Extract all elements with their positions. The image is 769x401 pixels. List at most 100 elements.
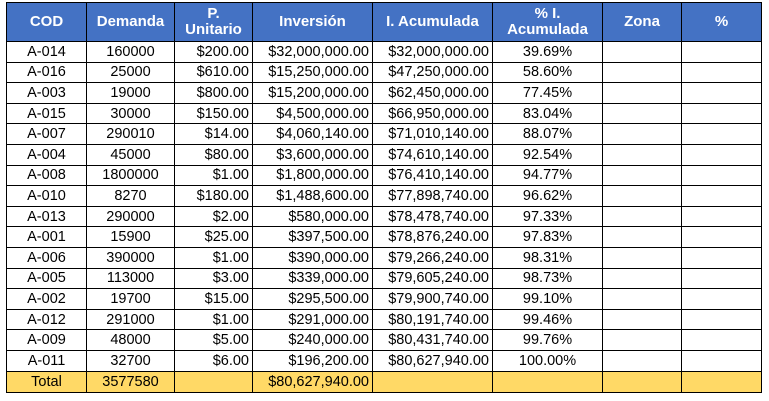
cell-p-unitario[interactable]: $80.00 <box>174 143 253 166</box>
cell-i-acumulada[interactable]: $74,610,140.00 <box>372 143 493 166</box>
cell-pct-i-acumulada[interactable]: 99.76% <box>492 329 603 351</box>
cell-pct-i-acumulada[interactable]: 92.54% <box>492 143 603 166</box>
cell-pct-i-acumulada[interactable]: 77.45% <box>492 82 603 104</box>
total-inversion[interactable]: $80,627,940.00 <box>252 370 373 393</box>
cell-i-acumulada[interactable]: $79,900,740.00 <box>372 288 493 310</box>
cell-pct-i-acumulada[interactable]: 98.73% <box>492 267 603 290</box>
cell-p-unitario[interactable]: $610.00 <box>174 61 253 84</box>
cell-zona[interactable] <box>602 185 682 207</box>
cell-cod[interactable]: A-002 <box>6 288 87 310</box>
cell-inversion[interactable]: $1,800,000.00 <box>252 164 373 187</box>
cell-cod[interactable]: A-008 <box>6 164 87 187</box>
cell-cod[interactable]: A-016 <box>6 61 87 84</box>
cell-i-acumulada[interactable]: $79,266,240.00 <box>372 246 493 269</box>
header-i-acumulada[interactable]: I. Acumulada <box>372 2 493 42</box>
cell-i-acumulada[interactable]: $62,450,000.00 <box>372 82 493 104</box>
cell-i-acumulada[interactable]: $32,000,000.00 <box>372 41 493 63</box>
cell-demanda[interactable]: 113000 <box>86 267 175 290</box>
cell-demanda[interactable]: 19700 <box>86 288 175 310</box>
cell-zona[interactable] <box>602 205 682 228</box>
header-zona[interactable]: Zona <box>602 2 682 42</box>
cell-pct[interactable] <box>681 123 762 145</box>
cell-pct-i-acumulada[interactable]: 100.00% <box>492 349 603 372</box>
cell-p-unitario[interactable]: $6.00 <box>174 349 253 372</box>
cell-i-acumulada[interactable]: $80,431,740.00 <box>372 329 493 351</box>
cell-zona[interactable] <box>602 41 682 63</box>
cell-pct[interactable] <box>681 102 762 125</box>
cell-p-unitario[interactable]: $3.00 <box>174 267 253 290</box>
cell-pct[interactable] <box>681 185 762 207</box>
cell-inversion[interactable]: $390,000.00 <box>252 246 373 269</box>
cell-pct[interactable] <box>681 267 762 290</box>
cell-demanda[interactable]: 30000 <box>86 102 175 125</box>
cell-cod[interactable]: A-001 <box>6 226 87 248</box>
cell-zona[interactable] <box>602 226 682 248</box>
cell-cod[interactable]: A-003 <box>6 82 87 104</box>
cell-i-acumulada[interactable]: $71,010,140.00 <box>372 123 493 145</box>
cell-p-unitario[interactable]: $1.00 <box>174 308 253 331</box>
cell-inversion[interactable]: $291,000.00 <box>252 308 373 331</box>
cell-inversion[interactable]: $4,060,140.00 <box>252 123 373 145</box>
header-pct-i-acumulada[interactable]: % I. Acumulada <box>492 2 603 42</box>
cell-demanda[interactable]: 45000 <box>86 143 175 166</box>
cell-pct[interactable] <box>681 205 762 228</box>
cell-zona[interactable] <box>602 329 682 351</box>
cell-p-unitario[interactable]: $200.00 <box>174 41 253 63</box>
cell-zona[interactable] <box>602 246 682 269</box>
total-acumulada-cell[interactable] <box>372 370 493 393</box>
cell-pct-i-acumulada[interactable]: 99.10% <box>492 288 603 310</box>
cell-zona[interactable] <box>602 349 682 372</box>
cell-demanda[interactable]: 48000 <box>86 329 175 351</box>
cell-pct[interactable] <box>681 349 762 372</box>
cell-cod[interactable]: A-007 <box>6 123 87 145</box>
cell-cod[interactable]: A-014 <box>6 41 87 63</box>
cell-i-acumulada[interactable]: $77,898,740.00 <box>372 185 493 207</box>
cell-i-acumulada[interactable]: $47,250,000.00 <box>372 61 493 84</box>
cell-demanda[interactable]: 291000 <box>86 308 175 331</box>
cell-demanda[interactable]: 25000 <box>86 61 175 84</box>
cell-zona[interactable] <box>602 123 682 145</box>
cell-pct-i-acumulada[interactable]: 83.04% <box>492 102 603 125</box>
cell-zona[interactable] <box>602 102 682 125</box>
cell-cod[interactable]: A-013 <box>6 205 87 228</box>
cell-demanda[interactable]: 8270 <box>86 185 175 207</box>
cell-cod[interactable]: A-015 <box>6 102 87 125</box>
cell-demanda[interactable]: 1800000 <box>86 164 175 187</box>
cell-inversion[interactable]: $4,500,000.00 <box>252 102 373 125</box>
cell-demanda[interactable]: 15900 <box>86 226 175 248</box>
cell-pct-i-acumulada[interactable]: 98.31% <box>492 246 603 269</box>
cell-zona[interactable] <box>602 267 682 290</box>
header-cod[interactable]: COD <box>6 2 87 42</box>
cell-pct-i-acumulada[interactable]: 99.46% <box>492 308 603 331</box>
cell-p-unitario[interactable]: $800.00 <box>174 82 253 104</box>
cell-p-unitario[interactable]: $25.00 <box>174 226 253 248</box>
cell-p-unitario[interactable]: $15.00 <box>174 288 253 310</box>
cell-inversion[interactable]: $295,500.00 <box>252 288 373 310</box>
cell-pct[interactable] <box>681 82 762 104</box>
total-pct-cell[interactable] <box>492 370 603 393</box>
total-label[interactable]: Total <box>6 370 87 393</box>
cell-pct[interactable] <box>681 61 762 84</box>
cell-pct[interactable] <box>681 329 762 351</box>
cell-p-unitario[interactable]: $2.00 <box>174 205 253 228</box>
cell-p-unitario[interactable]: $150.00 <box>174 102 253 125</box>
cell-i-acumulada[interactable]: $78,876,240.00 <box>372 226 493 248</box>
cell-cod[interactable]: A-010 <box>6 185 87 207</box>
cell-p-unitario[interactable]: $5.00 <box>174 329 253 351</box>
cell-inversion[interactable]: $1,488,600.00 <box>252 185 373 207</box>
cell-inversion[interactable]: $196,200.00 <box>252 349 373 372</box>
cell-i-acumulada[interactable]: $78,478,740.00 <box>372 205 493 228</box>
cell-demanda[interactable]: 19000 <box>86 82 175 104</box>
cell-inversion[interactable]: $580,000.00 <box>252 205 373 228</box>
cell-pct-i-acumulada[interactable]: 97.83% <box>492 226 603 248</box>
header-inversion[interactable]: Inversión <box>252 2 373 42</box>
cell-pct-i-acumulada[interactable]: 94.77% <box>492 164 603 187</box>
cell-cod[interactable]: A-009 <box>6 329 87 351</box>
cell-inversion[interactable]: $3,600,000.00 <box>252 143 373 166</box>
cell-inversion[interactable]: $15,250,000.00 <box>252 61 373 84</box>
cell-i-acumulada[interactable]: $76,410,140.00 <box>372 164 493 187</box>
total-precio-cell[interactable] <box>174 370 253 393</box>
cell-zona[interactable] <box>602 61 682 84</box>
cell-p-unitario[interactable]: $14.00 <box>174 123 253 145</box>
cell-inversion[interactable]: $15,200,000.00 <box>252 82 373 104</box>
